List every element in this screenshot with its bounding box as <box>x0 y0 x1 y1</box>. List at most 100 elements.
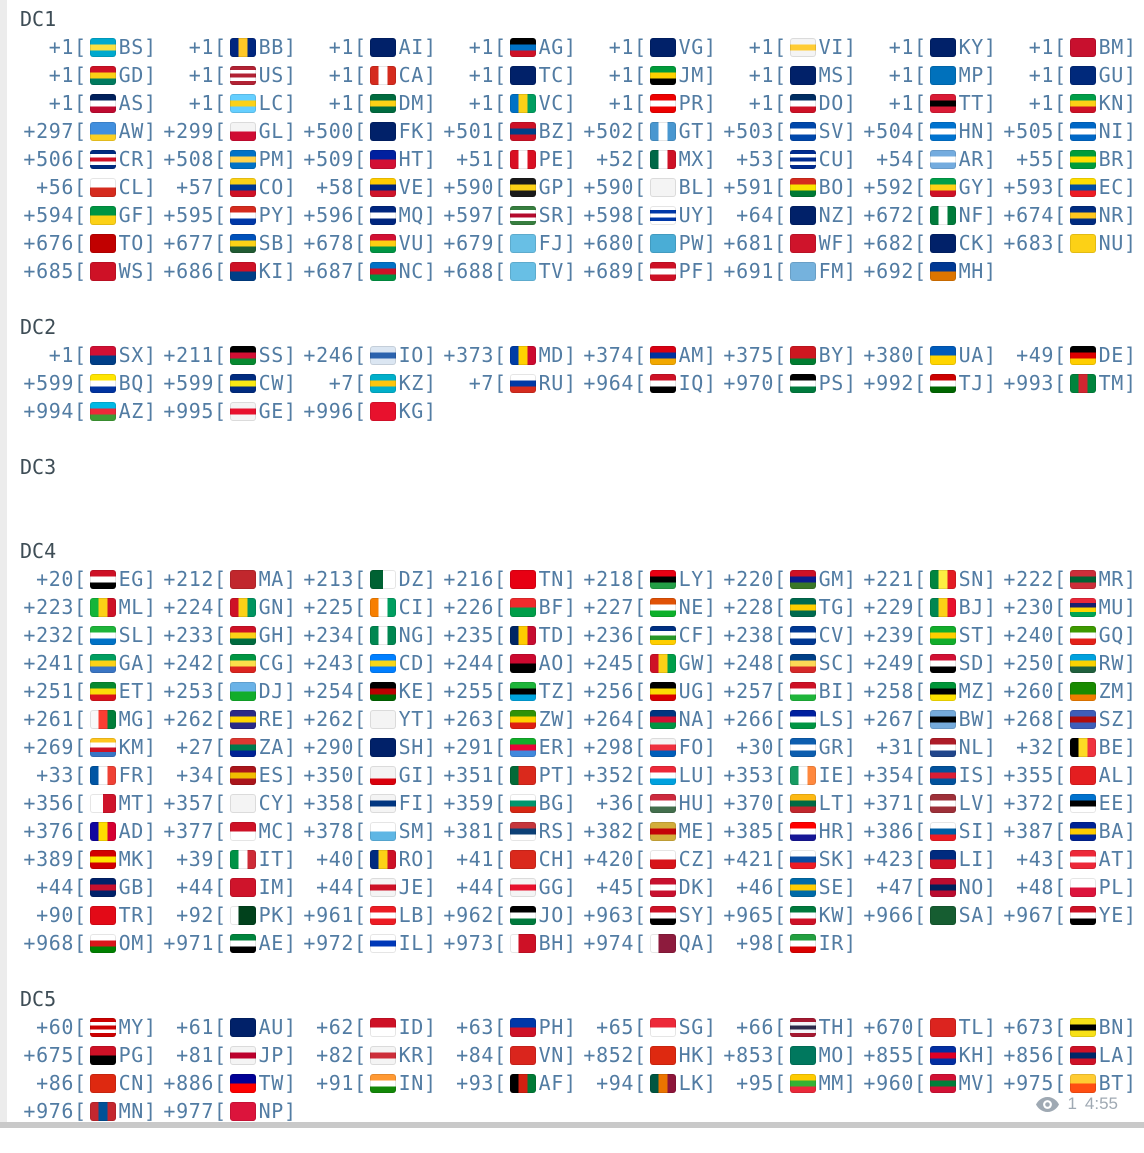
bracket-close: ] <box>1123 35 1137 59</box>
flag-icon-km <box>89 737 116 757</box>
country-entry-us: +1[US] <box>160 61 300 89</box>
flag-icon-cw <box>229 373 256 393</box>
bracket-close: ] <box>703 623 717 647</box>
country-code: SS <box>258 343 284 367</box>
bracket-close: ] <box>563 679 577 703</box>
dial-code: +595 <box>163 203 214 227</box>
dial-code: +420 <box>583 847 634 871</box>
country-entry-ke: +254[KE] <box>300 677 440 705</box>
country-code: VE <box>398 175 424 199</box>
bracket-open: [ <box>354 567 367 591</box>
bracket-close: ] <box>563 1015 577 1039</box>
dial-code: +227 <box>583 595 634 619</box>
bracket-close: ] <box>983 903 997 927</box>
dial-code: +40 <box>316 847 354 871</box>
dial-code: +970 <box>723 371 774 395</box>
country-entry-as: +1[AS] <box>20 89 160 117</box>
bracket-open: [ <box>634 791 647 815</box>
country-entry-az: +994[AZ] <box>20 397 160 425</box>
dial-code: +1 <box>48 91 74 115</box>
dial-code: +356 <box>23 791 74 815</box>
country-code: CN <box>118 1071 144 1095</box>
country-entry-bj: +229[BJ] <box>860 593 1000 621</box>
bracket-close: ] <box>423 371 437 395</box>
bracket-open: [ <box>354 651 367 675</box>
country-entry-na: +264[NA] <box>580 705 720 733</box>
country-code: SL <box>118 623 144 647</box>
flag-icon-lv <box>929 793 956 813</box>
country-entry-ae: +971[AE] <box>160 929 300 957</box>
bracket-open: [ <box>214 175 227 199</box>
country-entry-de: +49[DE] <box>1000 341 1140 369</box>
flag-icon-az <box>89 401 116 421</box>
country-entry-pf: +689[PF] <box>580 257 720 285</box>
flag-icon-la <box>1069 1045 1096 1065</box>
bracket-open: [ <box>494 847 507 871</box>
flag-icon-ht <box>369 149 396 169</box>
bracket-close: ] <box>983 231 997 255</box>
flag-icon-vu <box>369 233 396 253</box>
country-entry-aw: +297[AW] <box>20 117 160 145</box>
country-code: LV <box>958 791 984 815</box>
flag-icon-nz <box>789 205 816 225</box>
country-code: OM <box>118 931 144 955</box>
bracket-close: ] <box>983 707 997 731</box>
country-code: AT <box>1098 847 1124 871</box>
country-entry-gl: +299[GL] <box>160 117 300 145</box>
dial-code: +996 <box>303 399 354 423</box>
bracket-close: ] <box>143 903 157 927</box>
bracket-close: ] <box>563 763 577 787</box>
country-code: BT <box>1098 1071 1124 1095</box>
flag-icon-th <box>789 1017 816 1037</box>
bracket-close: ] <box>983 679 997 703</box>
flag-icon-mk <box>89 849 116 869</box>
country-entry-ni: +505[NI] <box>1000 117 1140 145</box>
country-code: MC <box>258 819 284 843</box>
country-entry-ss: +211[SS] <box>160 341 300 369</box>
bracket-close: ] <box>703 931 717 955</box>
country-entry-bw: +267[BW] <box>860 705 1000 733</box>
country-entry-pw: +680[PW] <box>580 229 720 257</box>
bracket-open: [ <box>1054 1071 1067 1095</box>
bracket-close: ] <box>703 1071 717 1095</box>
country-code: MD <box>538 343 564 367</box>
bracket-open: [ <box>774 763 787 787</box>
dial-code: +977 <box>163 1099 214 1123</box>
country-code: TL <box>958 1015 984 1039</box>
message-time: 4:55 <box>1084 1094 1118 1113</box>
country-entry-mq: +596[MQ] <box>300 201 440 229</box>
bracket-close: ] <box>563 1071 577 1095</box>
dial-code: +34 <box>176 763 214 787</box>
bracket-open: [ <box>1054 791 1067 815</box>
flag-icon-gb <box>89 877 116 897</box>
bracket-close: ] <box>143 91 157 115</box>
bracket-open: [ <box>74 231 87 255</box>
bracket-close: ] <box>283 651 297 675</box>
country-code: VC <box>538 91 564 115</box>
country-entry-gh: +233[GH] <box>160 621 300 649</box>
country-entry-er: +291[ER] <box>440 733 580 761</box>
country-code: CI <box>398 595 424 619</box>
flag-icon-do <box>789 93 816 113</box>
country-code: MP <box>958 63 984 87</box>
flag-icon-vn <box>509 1045 536 1065</box>
country-code: MH <box>958 259 984 283</box>
dial-code: +592 <box>863 175 914 199</box>
dial-code: +44 <box>316 875 354 899</box>
dial-code: +212 <box>163 567 214 591</box>
flag-icon-fr <box>89 765 116 785</box>
dial-code: +853 <box>723 1043 774 1067</box>
country-entry-gm: +220[GM] <box>720 565 860 593</box>
flag-icon-ph <box>509 1017 536 1037</box>
dial-code: +90 <box>36 903 74 927</box>
country-code: CK <box>958 231 984 255</box>
dial-code: +232 <box>23 623 74 647</box>
country-entry-sa: +966[SA] <box>860 901 1000 929</box>
country-entry-nc: +687[NC] <box>300 257 440 285</box>
bracket-open: [ <box>634 203 647 227</box>
bracket-close: ] <box>563 343 577 367</box>
country-code: BN <box>1098 1015 1124 1039</box>
bracket-open: [ <box>774 259 787 283</box>
country-entry-zm: +260[ZM] <box>1000 677 1140 705</box>
bracket-close: ] <box>563 707 577 731</box>
